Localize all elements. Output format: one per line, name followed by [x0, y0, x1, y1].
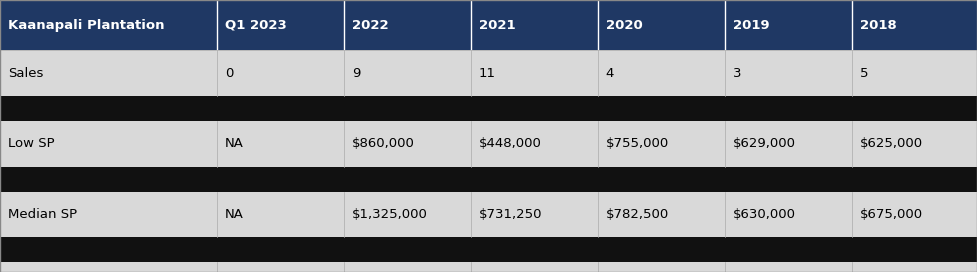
- Bar: [598, 50, 725, 96]
- Bar: [0, 96, 217, 121]
- Bar: [471, 50, 598, 96]
- Bar: [0, 237, 217, 262]
- Bar: [598, 192, 725, 237]
- Bar: [0, 262, 217, 272]
- Text: Q1 2023: Q1 2023: [225, 19, 286, 32]
- Bar: [598, 237, 725, 262]
- Bar: [217, 167, 344, 192]
- Bar: [725, 237, 852, 262]
- Text: $860,000: $860,000: [352, 137, 414, 150]
- Bar: [471, 262, 598, 272]
- Text: $675,000: $675,000: [860, 208, 923, 221]
- Bar: [217, 192, 344, 237]
- Bar: [852, 192, 977, 237]
- Text: $630,000: $630,000: [733, 208, 795, 221]
- Bar: [217, 237, 344, 262]
- Bar: [852, 167, 977, 192]
- Bar: [344, 262, 471, 272]
- Bar: [471, 96, 598, 121]
- Bar: [852, 237, 977, 262]
- Text: 3: 3: [733, 67, 742, 80]
- Bar: [725, 0, 852, 50]
- Bar: [344, 50, 471, 96]
- Bar: [344, 237, 471, 262]
- Text: Low SP: Low SP: [8, 137, 55, 150]
- Text: 5: 5: [860, 67, 869, 80]
- Text: 2019: 2019: [733, 19, 769, 32]
- Bar: [598, 96, 725, 121]
- Text: $731,250: $731,250: [479, 208, 542, 221]
- Text: $755,000: $755,000: [606, 137, 669, 150]
- Bar: [217, 121, 344, 167]
- Bar: [852, 0, 977, 50]
- Bar: [852, 96, 977, 121]
- Text: 2022: 2022: [352, 19, 388, 32]
- Bar: [471, 0, 598, 50]
- Bar: [725, 96, 852, 121]
- Text: 4: 4: [606, 67, 615, 80]
- Text: NA: NA: [225, 137, 243, 150]
- Bar: [0, 192, 217, 237]
- Bar: [725, 262, 852, 272]
- Text: $782,500: $782,500: [606, 208, 669, 221]
- Bar: [471, 192, 598, 237]
- Text: $625,000: $625,000: [860, 137, 923, 150]
- Text: 2020: 2020: [606, 19, 643, 32]
- Bar: [852, 50, 977, 96]
- Text: Sales: Sales: [8, 67, 43, 80]
- Bar: [471, 237, 598, 262]
- Text: $448,000: $448,000: [479, 137, 541, 150]
- Bar: [598, 167, 725, 192]
- Text: $629,000: $629,000: [733, 137, 795, 150]
- Bar: [598, 0, 725, 50]
- Text: 11: 11: [479, 67, 495, 80]
- Bar: [725, 167, 852, 192]
- Text: 2021: 2021: [479, 19, 515, 32]
- Bar: [0, 0, 217, 50]
- Bar: [725, 121, 852, 167]
- Bar: [598, 121, 725, 167]
- Bar: [344, 0, 471, 50]
- Bar: [217, 96, 344, 121]
- Text: Median SP: Median SP: [8, 208, 77, 221]
- Bar: [471, 167, 598, 192]
- Bar: [598, 262, 725, 272]
- Bar: [0, 50, 217, 96]
- Bar: [344, 192, 471, 237]
- Text: 0: 0: [225, 67, 234, 80]
- Text: 9: 9: [352, 67, 361, 80]
- Bar: [852, 262, 977, 272]
- Bar: [344, 167, 471, 192]
- Bar: [471, 121, 598, 167]
- Bar: [344, 96, 471, 121]
- Text: 2018: 2018: [860, 19, 897, 32]
- Bar: [217, 50, 344, 96]
- Bar: [0, 167, 217, 192]
- Bar: [0, 121, 217, 167]
- Bar: [217, 262, 344, 272]
- Bar: [725, 192, 852, 237]
- Bar: [725, 50, 852, 96]
- Bar: [217, 0, 344, 50]
- Bar: [852, 121, 977, 167]
- Text: Kaanapali Plantation: Kaanapali Plantation: [8, 19, 164, 32]
- Text: NA: NA: [225, 208, 243, 221]
- Bar: [344, 121, 471, 167]
- Text: $1,325,000: $1,325,000: [352, 208, 428, 221]
